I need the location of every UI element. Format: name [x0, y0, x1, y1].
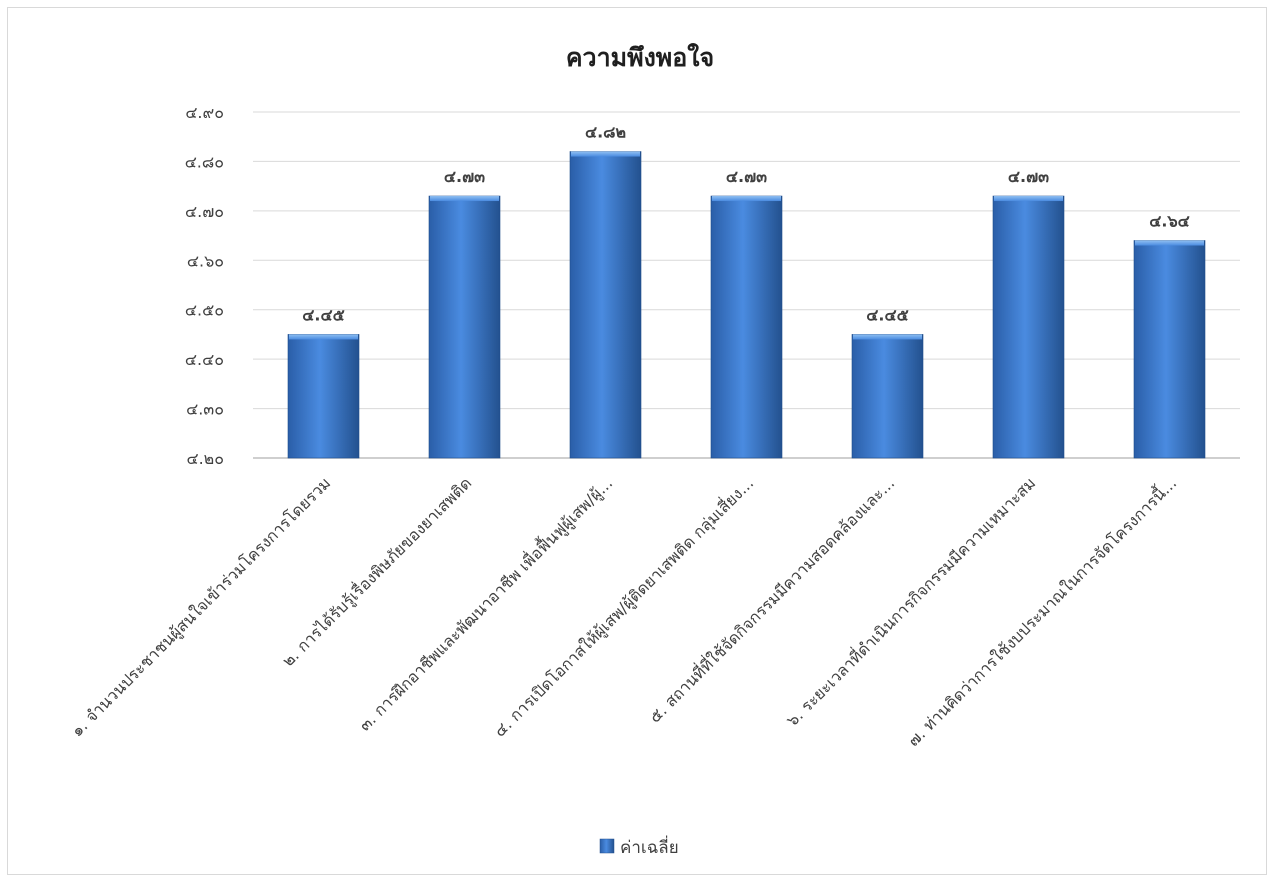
- data-label: ๔.๖๔: [1149, 212, 1189, 231]
- x-tick-label: ๓. การฝึกอาชีพและพัฒนาอาชีพ เพื่อฟื้นฟูผ…: [354, 472, 617, 735]
- data-label: ๔.๘๒: [585, 123, 626, 142]
- legend-label: ค่าเฉลี่ย: [620, 835, 679, 858]
- bar: [710, 195, 783, 459]
- data-labels: ๔.๔๕ ๔.๗๓ ๔.๘๒๔.๗๓๔.๔๕ ๔.๗๓๔.๖๔: [302, 123, 1189, 325]
- bars: [287, 151, 1206, 459]
- bar: [287, 334, 360, 459]
- bar-highlight: [571, 151, 640, 157]
- data-label: ๔.๗๓: [726, 167, 767, 186]
- bar: [428, 195, 501, 459]
- y-axis-ticks: ๔.๒๐ ๔.๓๐ ๔.๔๐ ๔.๕๐ ๔.๖๐ ๔.๗๐ ๔.๘๐ ๔.๙๐: [185, 103, 224, 468]
- x-tick-label: ๗. ท่านคิดว่าการใช้งบประมาณในการจัดโครงก…: [902, 472, 1180, 750]
- data-label: ๔.๔๕: [302, 305, 344, 324]
- data-label: ๔.๗๓: [444, 167, 485, 186]
- y-tick-label: ๔.๙๐: [185, 103, 224, 122]
- bar-highlight: [289, 334, 358, 340]
- y-tick-label: ๔.๕๐: [185, 301, 224, 320]
- bar-highlight: [1135, 240, 1204, 246]
- x-tick-label: ๖. ระยะเวลาที่ดำเนินการกิจกรรมมีความเหมา…: [781, 472, 1039, 730]
- bar: [569, 151, 642, 459]
- y-tick-label: ๔.๗๐: [185, 202, 224, 221]
- legend: ค่าเฉลี่ย: [599, 835, 679, 858]
- x-axis-ticks: ๑. จำนวนประชาชนผู้สนใจเข้าร่วมโครงการโดย…: [67, 472, 1180, 750]
- x-tick-label: ๕. สถานที่ที่ใช้จัดกิจกรรมมีความสอดคล้อง…: [644, 472, 899, 727]
- bar-highlight: [430, 196, 499, 202]
- chart-title: ความพึงพอใจ: [566, 42, 714, 72]
- bar-highlight: [994, 196, 1063, 202]
- bar: [1133, 240, 1206, 459]
- x-tick-label: ๑. จำนวนประชาชนผู้สนใจเข้าร่วมโครงการโดย…: [67, 473, 335, 741]
- bar-highlight: [712, 196, 781, 202]
- y-tick-label: ๔.๖๐: [187, 251, 224, 270]
- y-tick-label: ๔.๘๐: [185, 152, 224, 171]
- y-tick-label: ๔.๓๐: [186, 400, 224, 419]
- bar: [851, 334, 924, 459]
- x-tick-label: ๔. การเปิดโอกาสให้ผู้เสพ/ผู้ติดยาเสพติด …: [489, 472, 758, 741]
- y-tick-label: ๔.๒๐: [186, 449, 224, 468]
- legend-swatch: [599, 838, 615, 854]
- bar-highlight: [853, 334, 922, 340]
- data-label: ๔.๗๓: [1008, 167, 1049, 186]
- bar: [992, 195, 1065, 459]
- y-tick-label: ๔.๔๐: [185, 350, 224, 369]
- data-label: ๔.๔๕: [866, 305, 908, 324]
